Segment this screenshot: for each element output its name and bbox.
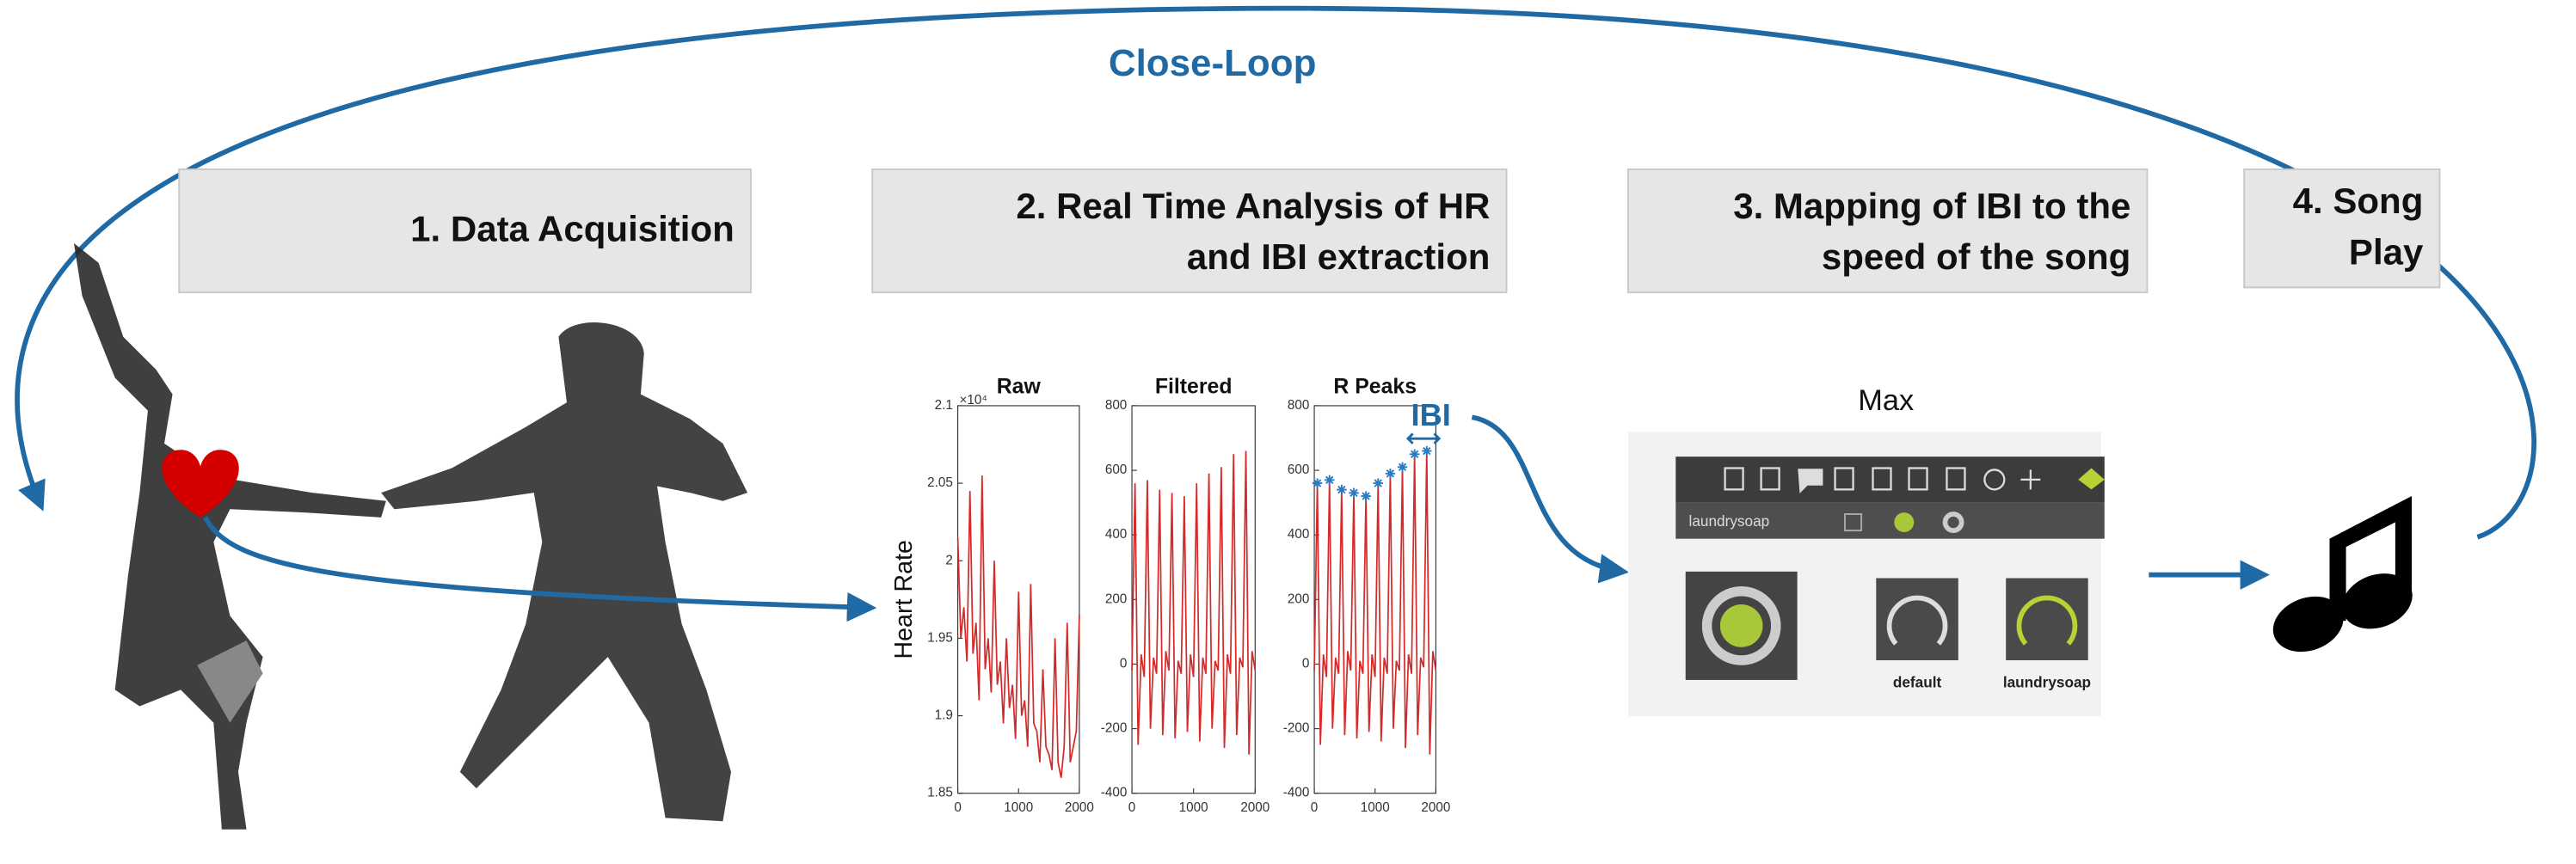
y-tick-label: 200 xyxy=(1288,591,1309,606)
x-tick-label: 1000 xyxy=(1004,800,1033,815)
y-tick-label: -200 xyxy=(1101,721,1128,736)
dancers xyxy=(73,242,748,830)
music-note xyxy=(2272,495,2413,653)
menu-icon xyxy=(1844,513,1863,532)
x-tick-label: 0 xyxy=(1128,800,1136,815)
step-label: 1. Data Acquisition xyxy=(410,209,735,249)
x-tick-label: 1000 xyxy=(1361,800,1390,815)
ibi-label: IBI xyxy=(1411,397,1450,432)
signal-line xyxy=(1313,450,1437,755)
x-tick-label: 2000 xyxy=(1240,800,1270,815)
peak-marker xyxy=(1409,449,1420,460)
loop-arrow xyxy=(15,5,2536,540)
y-tick-label: 2.05 xyxy=(927,475,953,490)
y-multiplier: ×10⁴ xyxy=(959,393,987,407)
step-box xyxy=(178,168,752,294)
toolbar-icon xyxy=(2078,468,2105,490)
step-label: and IBI extraction xyxy=(1187,236,1491,277)
knob-label: laundrysoap xyxy=(2003,673,2091,690)
step-box xyxy=(871,168,1508,294)
knob-arc xyxy=(2016,595,2078,646)
y-tick-label: 1.95 xyxy=(927,630,953,645)
signal-line xyxy=(956,475,1080,778)
menu-icon xyxy=(1942,512,1964,533)
y-tick-label: 2.1 xyxy=(935,398,953,413)
peak-marker xyxy=(1361,491,1371,501)
peak-marker xyxy=(1324,475,1335,486)
menu-icon xyxy=(1894,512,1915,533)
x-tick-label: 0 xyxy=(1311,800,1318,815)
peak-marker xyxy=(1312,478,1323,488)
loop-title: Close-Loop xyxy=(1109,42,1317,84)
step-label: 2. Real Time Analysis of HR xyxy=(1016,186,1490,226)
peak-marker xyxy=(1385,469,1396,479)
peak-marker xyxy=(1397,462,1408,473)
step-label: speed of the song xyxy=(1822,236,2131,277)
signal-line xyxy=(1131,450,1257,755)
max-menu[interactable]: laundrysoap xyxy=(1689,512,1770,530)
ibi-bracket xyxy=(1405,432,1442,444)
ibi-arrow xyxy=(1471,414,1629,584)
x-tick-label: 2000 xyxy=(1421,800,1450,815)
y-tick-label: -400 xyxy=(1101,786,1128,800)
y-axis-label: Heart Rate xyxy=(890,540,918,659)
peak-marker xyxy=(1349,487,1359,499)
y-tick-label: 400 xyxy=(1105,527,1127,542)
y-tick-label: 2 xyxy=(945,553,953,567)
y-tick-label: 1.9 xyxy=(935,708,953,723)
x-tick-label: 2000 xyxy=(1065,800,1094,815)
heart xyxy=(162,450,239,518)
chart-title: Filtered xyxy=(1155,375,1233,398)
peak-marker xyxy=(1373,478,1383,488)
toolbar-icons xyxy=(1724,467,2041,493)
chart-title: R Peaks xyxy=(1333,375,1417,398)
step-box xyxy=(1626,168,2149,294)
knob-label: default xyxy=(1893,673,1942,690)
peak-marker xyxy=(1422,445,1432,457)
chart-title: Raw xyxy=(997,375,1042,398)
x-tick-label: 0 xyxy=(954,800,962,815)
x-tick-label: 1000 xyxy=(1179,800,1208,815)
knob-arc xyxy=(1886,595,1948,646)
y-tick-label: 800 xyxy=(1288,398,1309,413)
step-label: 4. Song xyxy=(2293,181,2424,221)
y-tick-label: -200 xyxy=(1283,721,1310,736)
max-title: Max xyxy=(1858,384,1914,417)
max-menu-bar xyxy=(1675,502,2105,539)
y-tick-label: 1.85 xyxy=(927,786,953,800)
y-tick-label: 0 xyxy=(1120,656,1128,671)
y-tick-label: 800 xyxy=(1105,398,1127,413)
step-label: 3. Mapping of IBI to the xyxy=(1733,186,2130,226)
y-tick-label: -400 xyxy=(1283,786,1310,800)
step-label: Play xyxy=(2349,231,2424,272)
peak-marker xyxy=(1337,484,1347,495)
step-box xyxy=(2243,168,2441,289)
y-tick-label: 0 xyxy=(1302,656,1310,671)
toggle-dot xyxy=(1719,604,1763,647)
y-tick-label: 600 xyxy=(1288,463,1309,477)
y-tick-label: 400 xyxy=(1288,527,1309,542)
heart-arrow xyxy=(203,516,877,622)
y-tick-label: 200 xyxy=(1105,591,1127,606)
y-tick-label: 600 xyxy=(1105,463,1127,477)
